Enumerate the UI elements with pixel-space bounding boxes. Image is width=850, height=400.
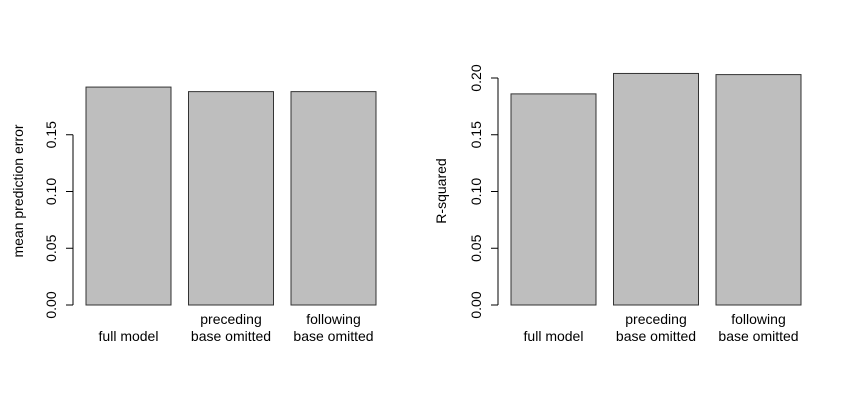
bar-3 [290, 91, 377, 306]
bar-1 [85, 86, 172, 306]
y-tick-label: 0.05 [43, 234, 59, 261]
y-tick-label: 0.15 [43, 121, 59, 148]
category-label: following [731, 311, 785, 327]
bar-2 [613, 72, 699, 306]
category-label: full model [99, 328, 159, 344]
bar-3 [715, 74, 802, 306]
category-label: following [306, 311, 360, 327]
y-tick-label: 0.15 [468, 121, 484, 148]
category-label: base omitted [191, 328, 271, 344]
y-tick-label: 0.00 [468, 291, 484, 318]
y-tick-label: 0.05 [468, 234, 484, 261]
category-label: preceding [625, 311, 687, 327]
y-tick-label: 0.20 [468, 64, 484, 91]
y-tick-label: 0.00 [43, 291, 59, 318]
category-label: base omitted [293, 328, 373, 344]
category-label: base omitted [616, 328, 696, 344]
y-tick-label: 0.10 [43, 178, 59, 205]
y-tick-label: 0.10 [468, 178, 484, 205]
category-label: preceding [200, 311, 262, 327]
bar-1 [510, 93, 597, 306]
category-label: base omitted [718, 328, 798, 344]
category-label: full model [524, 328, 584, 344]
y-axis-title: mean prediction error [10, 124, 26, 257]
y-axis-title: R-squared [433, 158, 449, 223]
bar-2 [188, 91, 274, 306]
